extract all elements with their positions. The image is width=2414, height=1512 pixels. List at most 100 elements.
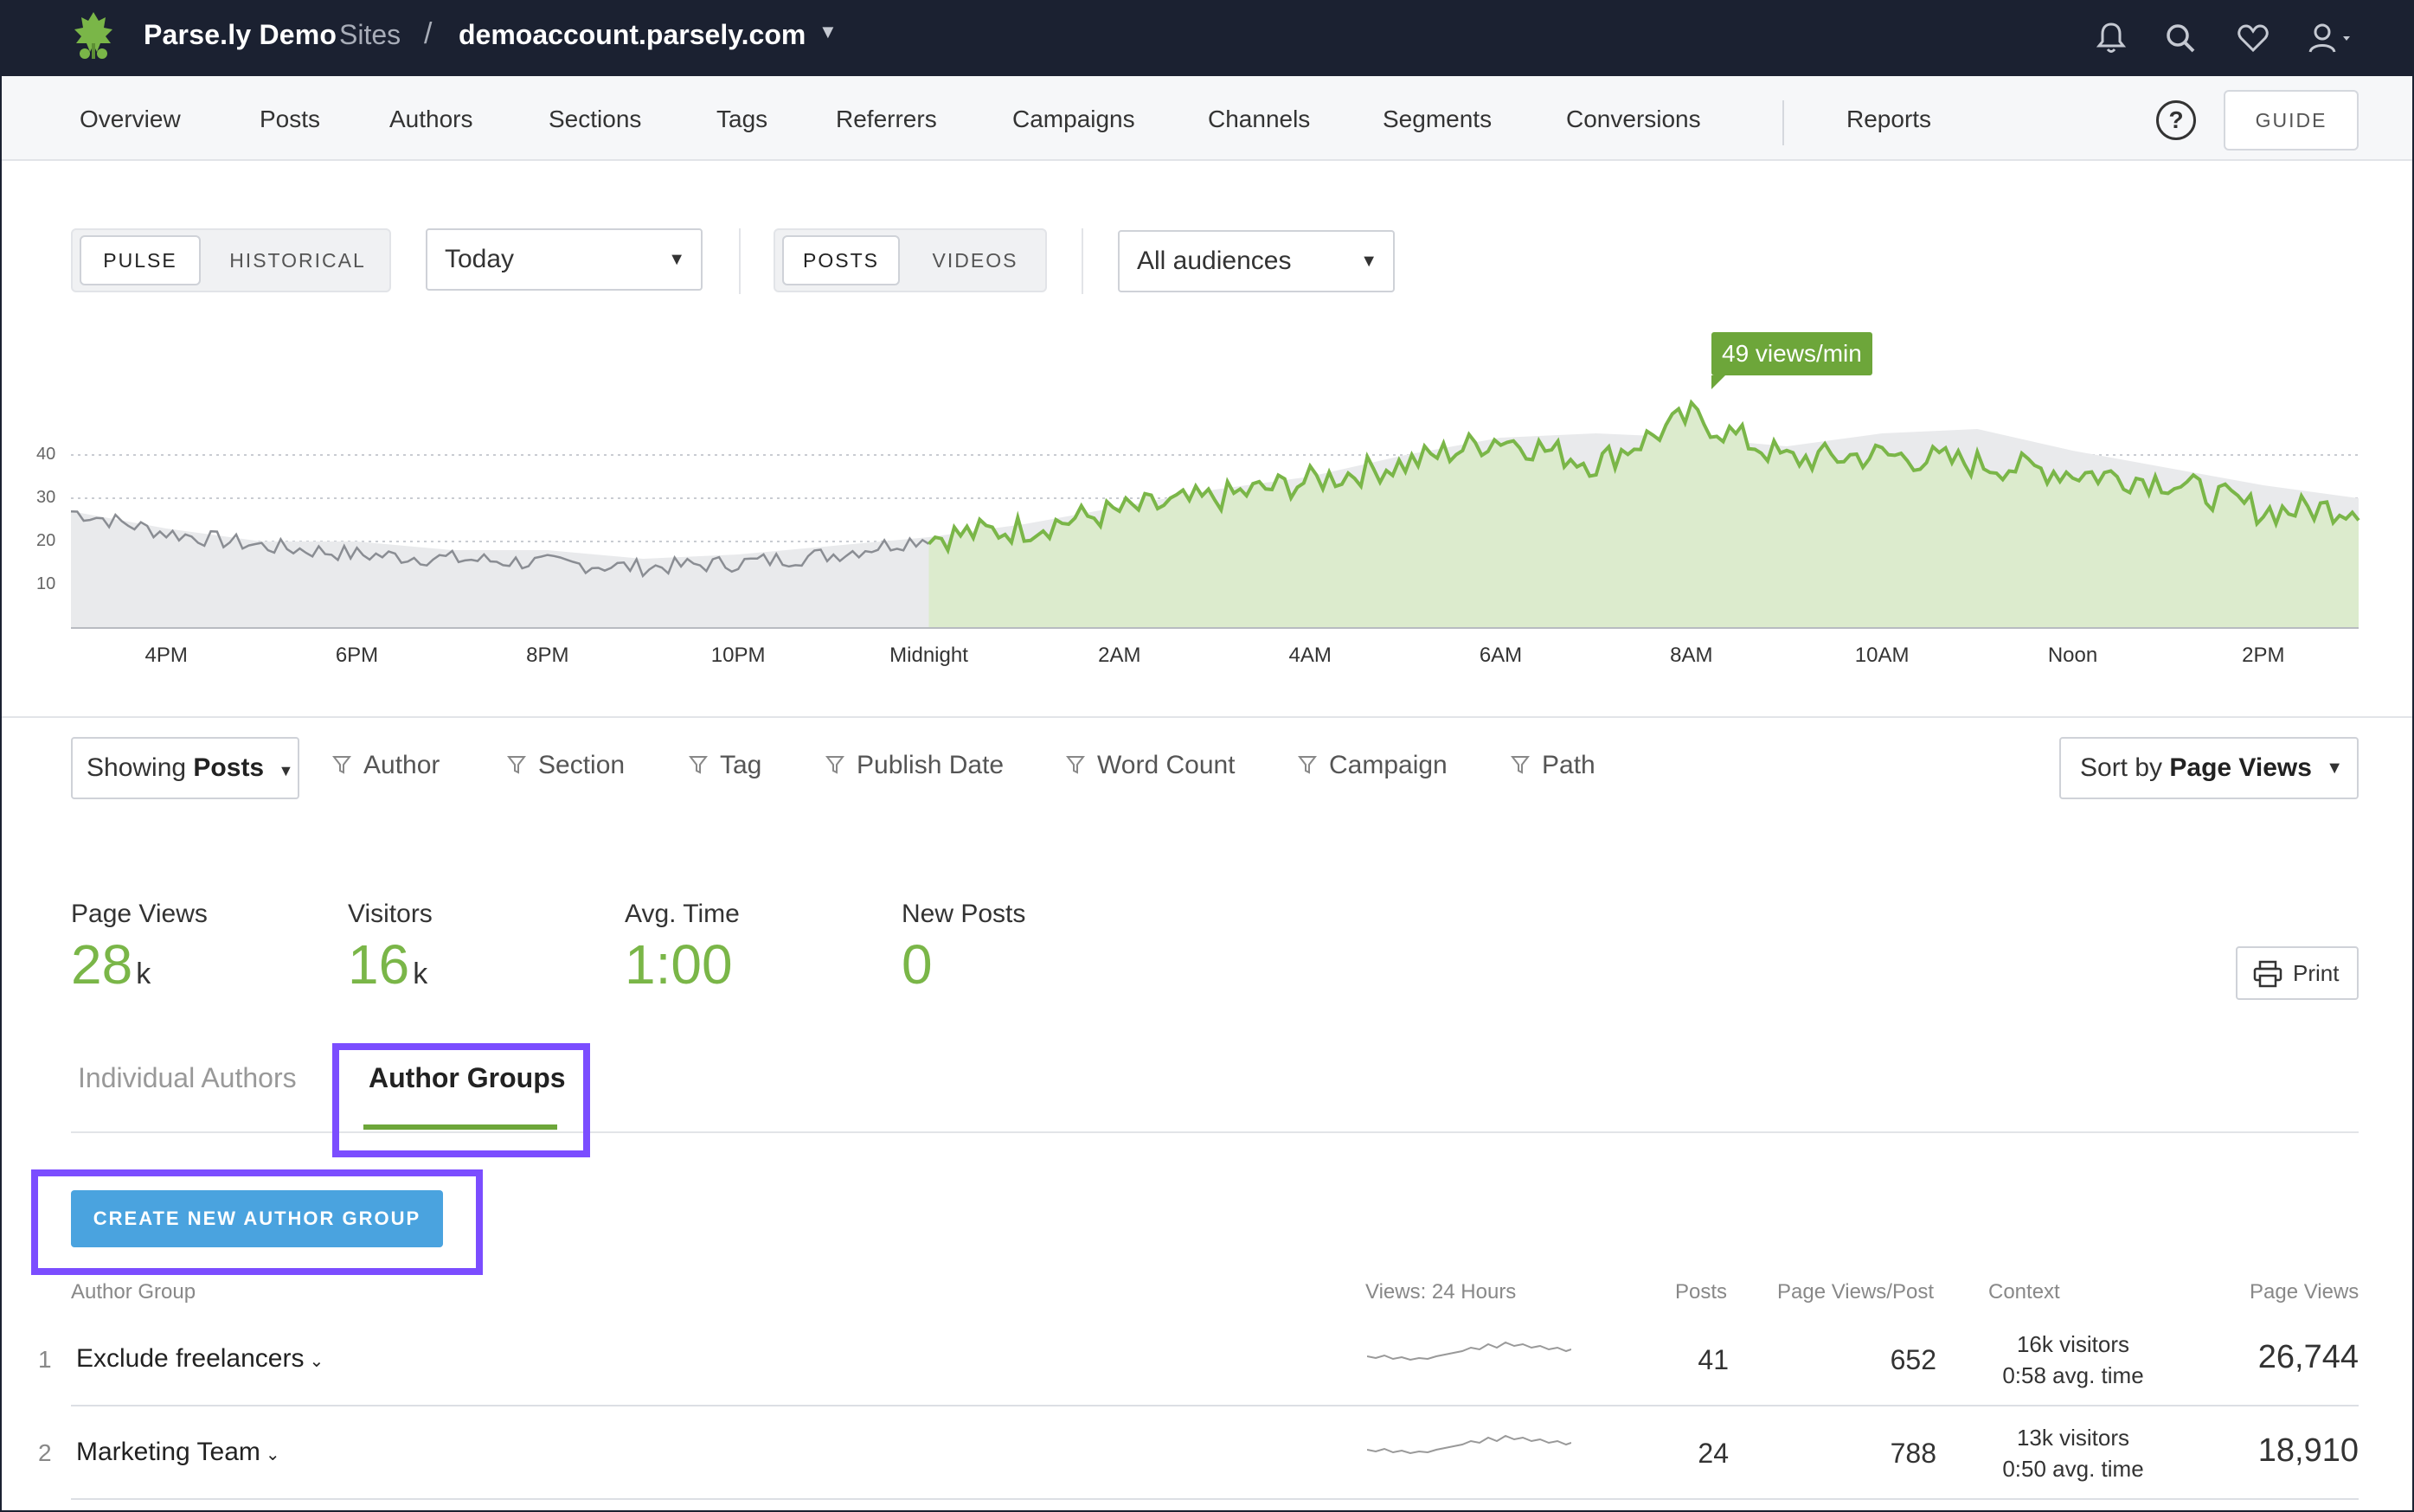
row-pv-per-post: 788: [1890, 1438, 1936, 1469]
sparkline: [1367, 1341, 1571, 1361]
x-tick-label: 4PM: [144, 644, 188, 667]
pulse-option[interactable]: PULSE: [80, 235, 201, 285]
caret-down-icon[interactable]: ▼: [819, 21, 838, 42]
context-avg-time: 0:50 avg. time: [2002, 1456, 2144, 1482]
x-tick-label: 2PM: [2242, 644, 2285, 667]
x-tick-label: 10AM: [1854, 644, 1910, 667]
nav-conversions[interactable]: Conversions: [1566, 106, 1701, 132]
sort-value: Page Views: [2169, 753, 2312, 782]
period-value: Today: [445, 245, 515, 273]
top-bar: Parse.ly Demo Sites / demoaccount.parsel…: [2, 2, 2412, 76]
section-divider: [2, 716, 2412, 718]
filter-publish-date[interactable]: Publish Date: [825, 751, 1004, 780]
guide-button[interactable]: GUIDE: [2224, 90, 2359, 151]
x-tick-label: 6AM: [1479, 644, 1523, 667]
sparkline: [1367, 1434, 1571, 1455]
caret-down-icon: ▼: [278, 762, 294, 779]
filter-icon: [688, 756, 709, 774]
col-posts[interactable]: Posts: [1675, 1280, 1728, 1304]
row-posts: 24: [1698, 1438, 1729, 1469]
col-views-24h[interactable]: Views: 24 Hours: [1365, 1280, 1517, 1304]
author-group-name: Exclude freelancers: [76, 1344, 305, 1373]
row-rank: 2: [38, 1439, 52, 1466]
sort-prefix: Sort by: [2080, 753, 2163, 782]
metric-value: 1:00: [625, 933, 733, 996]
sort-dropdown[interactable]: Sort by Page Views ▼: [2059, 737, 2359, 799]
highlight-box: [31, 1169, 483, 1275]
y-tick-label: 10: [36, 574, 56, 593]
nav-referrers[interactable]: Referrers: [836, 106, 937, 132]
highlight-box: [332, 1043, 590, 1157]
row-divider: [71, 1405, 2359, 1406]
tab-author-groups[interactable]: Author Groups: [369, 1062, 566, 1093]
content-type-toggle: POSTS VIDEOS: [774, 228, 1047, 292]
bell-icon[interactable]: [2090, 17, 2132, 59]
nav-tags[interactable]: Tags: [716, 106, 768, 132]
help-icon[interactable]: ?: [2156, 100, 2196, 140]
table-row-name[interactable]: Exclude freelancers ⌄: [76, 1344, 324, 1374]
filter-path[interactable]: Path: [1510, 751, 1595, 780]
nav-sections[interactable]: Sections: [549, 106, 642, 132]
x-tick-label: 4AM: [1288, 644, 1332, 667]
print-button[interactable]: Print: [2236, 946, 2359, 1000]
past-series-line: [70, 509, 930, 579]
mode-toggle: PULSE HISTORICAL: [71, 228, 391, 292]
chevron-down-icon[interactable]: ⌄: [265, 1445, 280, 1464]
filter-tag[interactable]: Tag: [688, 751, 762, 780]
audience-value: All audiences: [1137, 247, 1292, 275]
tab-individual-authors[interactable]: Individual Authors: [78, 1062, 297, 1093]
caret-down-icon: ▼: [668, 250, 685, 269]
col-page-views-per-post[interactable]: Page Views/Post: [1777, 1280, 1934, 1304]
brand-name[interactable]: Parse.ly Demo: [144, 19, 337, 50]
filter-icon: [825, 756, 845, 774]
nav-posts[interactable]: Posts: [260, 106, 321, 132]
period-select[interactable]: Today ▼: [426, 228, 703, 291]
nav-authors[interactable]: Authors: [389, 106, 473, 132]
showing-dropdown[interactable]: Showing Posts ▼: [71, 737, 299, 799]
search-icon[interactable]: [2160, 17, 2201, 59]
chevron-down-icon[interactable]: ⌄: [309, 1352, 324, 1371]
x-tick-label: Midnight: [889, 644, 968, 667]
nav-segments[interactable]: Segments: [1383, 106, 1493, 132]
nav-channels[interactable]: Channels: [1208, 106, 1311, 132]
videos-option[interactable]: VIDEOS: [932, 249, 1018, 272]
row-page-views: 26,744: [2257, 1339, 2359, 1375]
row-page-views: 18,910: [2257, 1432, 2359, 1469]
table-row-name[interactable]: Marketing Team ⌄: [76, 1438, 280, 1467]
x-tick-label: Noon: [2047, 644, 2098, 667]
filter-label: Author: [363, 751, 440, 779]
filter-campaign[interactable]: Campaign: [1297, 751, 1448, 780]
create-author-group-button[interactable]: CREATE NEW AUTHOR GROUP: [71, 1190, 443, 1247]
col-context[interactable]: Context: [1988, 1280, 2060, 1304]
heart-icon[interactable]: [2232, 17, 2274, 59]
x-tick-label: 8AM: [1670, 644, 1713, 667]
filter-label: Tag: [720, 751, 762, 779]
metric-value: 16: [348, 933, 410, 996]
filter-label: Section: [538, 751, 626, 779]
nav-campaigns[interactable]: Campaigns: [1012, 106, 1135, 132]
site-selector[interactable]: demoaccount.parsely.com: [459, 19, 806, 50]
col-author-group[interactable]: Author Group: [71, 1280, 196, 1304]
historical-option[interactable]: HISTORICAL: [229, 249, 366, 272]
caret-down-icon: ▼: [2326, 759, 2343, 778]
nav-reports[interactable]: Reports: [1846, 106, 1932, 132]
audience-select[interactable]: All audiences ▼: [1118, 230, 1395, 292]
row-posts: 41: [1698, 1344, 1729, 1375]
x-tick-label: 2AM: [1098, 644, 1141, 667]
filter-author[interactable]: Author: [331, 751, 440, 780]
posts-option[interactable]: POSTS: [782, 235, 900, 285]
col-page-views[interactable]: Page Views: [2250, 1280, 2359, 1304]
filter-label: Word Count: [1097, 751, 1236, 779]
filter-section[interactable]: Section: [506, 751, 626, 780]
context-visitors: 16k visitors: [2016, 1331, 2130, 1357]
user-menu-icon[interactable]: [2305, 17, 2357, 59]
row-pv-per-post: 652: [1890, 1344, 1936, 1375]
filter-word-count[interactable]: Word Count: [1065, 751, 1236, 780]
x-tick-label: 6PM: [335, 644, 379, 667]
filter-icon: [1510, 756, 1531, 774]
filter-label: Path: [1542, 751, 1595, 779]
nav-overview[interactable]: Overview: [80, 106, 181, 132]
parsely-logo-icon[interactable]: [67, 9, 119, 62]
sites-link[interactable]: Sites: [339, 19, 401, 50]
